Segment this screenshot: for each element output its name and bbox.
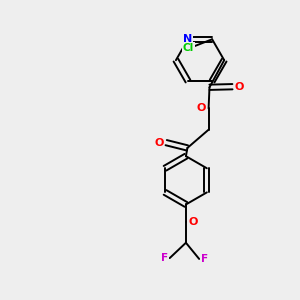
Text: Cl: Cl bbox=[183, 43, 194, 52]
Text: O: O bbox=[235, 82, 244, 92]
Text: N: N bbox=[183, 34, 193, 44]
Text: O: O bbox=[154, 138, 164, 148]
Text: O: O bbox=[188, 217, 198, 226]
Text: F: F bbox=[201, 254, 208, 264]
Text: O: O bbox=[196, 103, 206, 113]
Text: F: F bbox=[161, 253, 168, 263]
